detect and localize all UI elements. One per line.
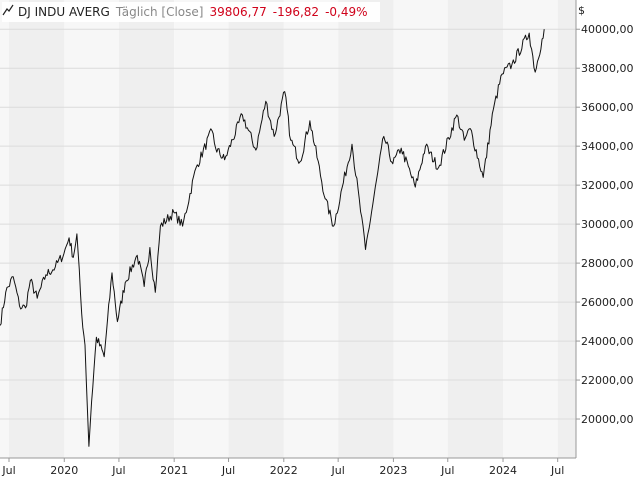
y-tick-label: 28000,00	[581, 257, 634, 270]
y-tick-label: 24000,00	[581, 335, 634, 348]
x-tick-label: Jul	[440, 464, 454, 477]
x-tick-label: 2021	[160, 464, 188, 477]
x-tick-label: 2023	[379, 464, 407, 477]
x-tick-label: Jul	[550, 464, 564, 477]
legend-change: -196,82	[272, 5, 320, 19]
chart-legend: DJ INDU AVERG Täglich [Close] 39806,77 -196…	[2, 2, 380, 22]
background-band	[0, 0, 10, 458]
x-tick-label: Jul	[221, 464, 235, 477]
y-tick-label: 26000,00	[581, 296, 634, 309]
background-band	[557, 0, 576, 458]
background-band	[338, 0, 394, 458]
background-band	[9, 0, 65, 458]
x-tick-label: Jul	[111, 464, 125, 477]
legend-symbol: DJ INDU AVERG	[18, 5, 110, 19]
price-line	[0, 29, 545, 447]
background-band	[174, 0, 229, 458]
x-tick-label: 2022	[270, 464, 298, 477]
y-tick-label: 40000,00	[581, 23, 634, 36]
x-tick-label: Jul	[331, 464, 345, 477]
y-tick-label: 32000,00	[581, 179, 634, 192]
background-band	[447, 0, 504, 458]
y-tick-label: 20000,00	[581, 413, 634, 426]
y-tick-label: 38000,00	[581, 62, 634, 75]
legend-last-value: 39806,77	[209, 5, 267, 19]
background-band	[393, 0, 448, 458]
background-band	[118, 0, 175, 458]
x-tick-label: 2020	[50, 464, 78, 477]
x-tick-label: Jul	[1, 464, 15, 477]
y-tick-label: 34000,00	[581, 140, 634, 153]
y-tick-label: 22000,00	[581, 374, 634, 387]
background-band	[503, 0, 558, 458]
background-bands	[0, 0, 576, 458]
axis-currency-label: $	[578, 4, 585, 17]
legend-interval: Täglich [Close]	[115, 5, 204, 19]
background-band	[228, 0, 284, 458]
x-tick-label: 2024	[489, 464, 517, 477]
legend-change-pct: -0,49%	[325, 5, 368, 19]
y-axis: 20000,00 22000,00 24000,00 26000,00 28000,00…	[576, 23, 634, 426]
grid-lines	[0, 28, 576, 420]
background-band	[64, 0, 119, 458]
y-tick-label: 30000,00	[581, 218, 634, 231]
line-chart-icon	[2, 2, 16, 22]
y-tick-label: 36000,00	[581, 101, 634, 114]
background-band	[283, 0, 339, 458]
x-axis: Jul 2020 Jul 2021 Jul 2022 Jul 2023 Jul 2024 Jul	[1, 458, 564, 477]
